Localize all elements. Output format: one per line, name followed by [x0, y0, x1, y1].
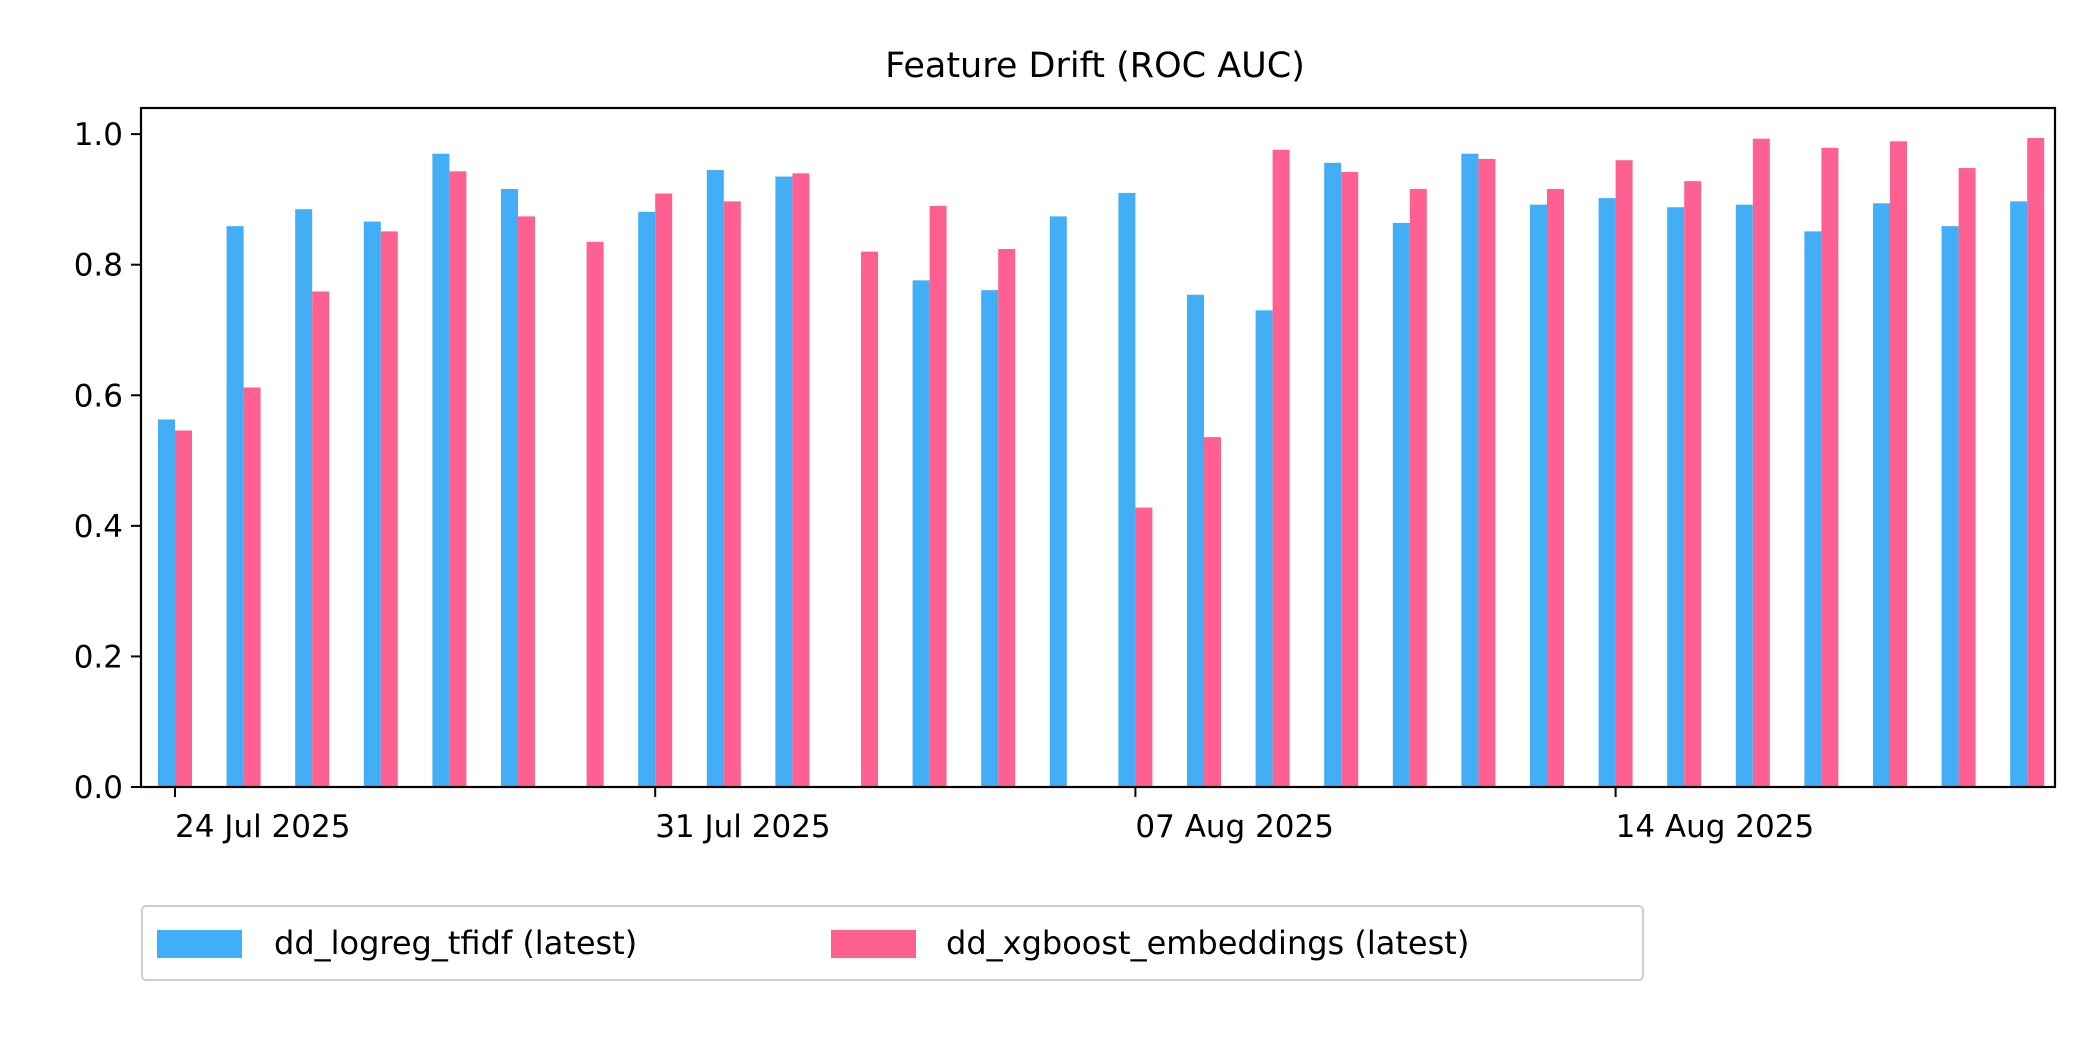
bar-logreg-tfidf-2025-08-16	[1735, 204, 1753, 787]
bar-logreg-tfidf-2025-08-13	[1530, 204, 1547, 787]
y-tick-label: 0.0	[74, 770, 123, 806]
bar-xgboost-embeddings-2025-07-25	[243, 387, 261, 787]
bar-xgboost-embeddings-2025-08-14	[1615, 160, 1633, 788]
bar-xgboost-embeddings-2025-08-17	[1821, 147, 1839, 787]
bar-logreg-tfidf-2025-07-27	[363, 221, 381, 788]
bar-logreg-tfidf-2025-07-26	[295, 209, 313, 787]
bar-xgboost-embeddings-2025-08-20	[2027, 138, 2045, 787]
bar-logreg-tfidf-2025-07-25	[226, 226, 244, 788]
legend: dd_logreg_tfidf (latest) dd_xgboost_embed…	[141, 905, 1644, 981]
bar-logreg-tfidf-2025-08-05	[981, 290, 999, 787]
y-tick-label: 0.8	[74, 248, 123, 284]
bar-logreg-tfidf-2025-08-02	[775, 176, 793, 788]
bar-xgboost-embeddings-2025-08-19	[1958, 168, 1976, 787]
bar-xgboost-embeddings-2025-07-26	[312, 291, 330, 787]
bar-xgboost-embeddings-2025-08-12	[1478, 158, 1496, 787]
bar-xgboost-embeddings-2025-07-29	[518, 216, 535, 787]
x-tick-label: 31 Jul 2025	[655, 809, 830, 845]
bar-xgboost-embeddings-2025-08-08	[1204, 437, 1221, 787]
bar-logreg-tfidf-2025-08-06	[1049, 216, 1067, 787]
bar-xgboost-embeddings-2025-08-01	[723, 201, 741, 788]
bar-logreg-tfidf-2025-08-12	[1461, 153, 1479, 787]
bar-xgboost-embeddings-2025-07-30	[586, 241, 604, 788]
x-tick-label: 14 Aug 2025	[1616, 809, 1815, 845]
x-axis: 24 Jul 2025 31 Jul 2025 07 Aug 2025 14 Aug …	[174, 787, 1815, 845]
bar-logreg-tfidf-2025-07-24	[158, 419, 175, 787]
y-tick-label: 0.2	[74, 639, 123, 675]
bar-xgboost-embeddings-2025-08-03	[861, 251, 878, 787]
bar-xgboost-embeddings-2025-07-28	[449, 171, 467, 787]
bar-logreg-tfidf-2025-08-15	[1667, 207, 1685, 788]
legend-swatch-logreg-tfidf	[157, 930, 242, 958]
bar-xgboost-embeddings-2025-08-13	[1547, 188, 1564, 787]
bar-xgboost-embeddings-2025-08-18	[1890, 141, 1907, 788]
legend-label-xgboost-embeddings: dd_xgboost_embeddings (latest)	[946, 924, 1469, 962]
bar-xgboost-embeddings-2025-08-16	[1752, 138, 1770, 787]
bar-xgboost-embeddings-2025-08-05	[998, 249, 1016, 787]
bar-logreg-tfidf-2025-08-11	[1392, 222, 1410, 787]
legend-swatch-xgboost-embeddings	[831, 930, 916, 958]
bar-logreg-tfidf-2025-08-08	[1187, 294, 1204, 787]
legend-label-logreg-tfidf: dd_logreg_tfidf (latest)	[274, 924, 637, 962]
bar-xgboost-embeddings-2025-08-09	[1272, 149, 1290, 787]
bar-logreg-tfidf-2025-07-31	[638, 211, 656, 787]
bar-logreg-tfidf-2025-07-28	[432, 153, 450, 787]
bar-logreg-tfidf-2025-08-14	[1598, 198, 1616, 788]
bar-xgboost-embeddings-2025-07-31	[655, 193, 673, 787]
bar-logreg-tfidf-2025-08-01	[706, 170, 724, 787]
bar-xgboost-embeddings-2025-07-24	[175, 430, 192, 787]
y-tick-label: 1.0	[74, 117, 123, 153]
bar-logreg-tfidf-2025-08-18	[1873, 203, 1890, 787]
plot-frame	[139, 106, 2057, 789]
bar-logreg-tfidf-2025-08-17	[1804, 231, 1822, 787]
bar-xgboost-embeddings-2025-08-11	[1409, 188, 1427, 787]
bar-xgboost-embeddings-2025-08-04	[929, 205, 947, 787]
bar-logreg-tfidf-2025-07-29	[501, 188, 518, 787]
x-tick-label: 07 Aug 2025	[1135, 809, 1334, 845]
bar-xgboost-embeddings-2025-08-15	[1684, 181, 1702, 787]
bar-logreg-tfidf-2025-08-07	[1118, 192, 1136, 788]
bar-xgboost-embeddings-2025-08-07	[1135, 507, 1153, 787]
y-axis: 0.0 0.2 0.4 0.6 0.8 1.0	[74, 117, 141, 806]
bar-xgboost-embeddings-2025-07-27	[380, 231, 398, 787]
bars-layer	[158, 138, 2045, 788]
bar-logreg-tfidf-2025-08-10	[1324, 162, 1342, 788]
bar-logreg-tfidf-2025-08-20	[2010, 201, 2028, 788]
x-tick-label: 24 Jul 2025	[175, 809, 350, 845]
chart-title: Feature Drift (ROC AUC)	[885, 46, 1305, 86]
bar-logreg-tfidf-2025-08-04	[912, 280, 930, 787]
y-tick-label: 0.6	[74, 378, 123, 414]
bar-logreg-tfidf-2025-08-19	[1941, 226, 1959, 788]
bar-xgboost-embeddings-2025-08-02	[792, 173, 810, 788]
bar-xgboost-embeddings-2025-08-10	[1341, 171, 1359, 788]
bar-logreg-tfidf-2025-08-09	[1255, 310, 1273, 787]
y-tick-label: 0.4	[74, 509, 123, 545]
